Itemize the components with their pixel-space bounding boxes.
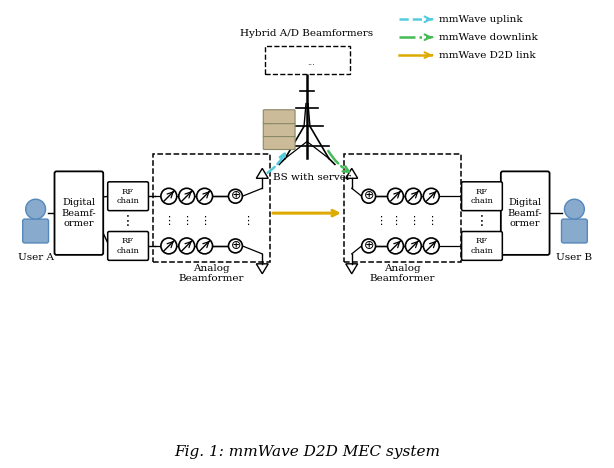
Text: RF
chain: RF chain	[470, 237, 494, 255]
Text: ⋮: ⋮	[121, 214, 135, 228]
FancyBboxPatch shape	[561, 219, 588, 243]
Text: RF
chain: RF chain	[117, 188, 139, 205]
Circle shape	[228, 189, 243, 203]
FancyBboxPatch shape	[107, 182, 149, 211]
Circle shape	[161, 238, 177, 254]
Text: ⋮: ⋮	[199, 216, 210, 226]
Circle shape	[228, 239, 243, 253]
FancyBboxPatch shape	[462, 182, 502, 211]
Text: $\oplus$: $\oplus$	[363, 189, 375, 202]
Text: ⋮: ⋮	[375, 216, 386, 226]
FancyBboxPatch shape	[263, 136, 295, 149]
Text: ⋮: ⋮	[163, 216, 174, 226]
Circle shape	[423, 238, 439, 254]
Text: User A: User A	[18, 253, 53, 262]
Bar	[265, 46, 350, 74]
FancyBboxPatch shape	[107, 232, 149, 260]
Text: RF
chain: RF chain	[470, 188, 494, 205]
Text: Analog
Beamformer: Analog Beamformer	[370, 264, 435, 284]
Text: User B: User B	[556, 253, 593, 262]
Text: $\oplus$: $\oplus$	[230, 189, 241, 202]
Circle shape	[405, 188, 421, 204]
Text: mmWave uplink: mmWave uplink	[439, 15, 523, 24]
Circle shape	[405, 238, 421, 254]
Text: ⋮: ⋮	[242, 216, 253, 226]
Text: RF
chain: RF chain	[117, 237, 139, 255]
Text: mmWave D2D link: mmWave D2D link	[439, 51, 536, 59]
Circle shape	[387, 188, 403, 204]
Text: ⋮: ⋮	[181, 216, 192, 226]
Circle shape	[423, 188, 439, 204]
Text: ...: ...	[307, 58, 315, 66]
Text: $\oplus$: $\oplus$	[363, 239, 375, 252]
Circle shape	[564, 199, 585, 219]
FancyBboxPatch shape	[263, 123, 295, 137]
FancyBboxPatch shape	[462, 232, 502, 260]
Circle shape	[26, 199, 45, 219]
Text: ⋮: ⋮	[408, 216, 419, 226]
Text: ⋮: ⋮	[426, 216, 437, 226]
Text: $\oplus$: $\oplus$	[230, 239, 241, 252]
Circle shape	[179, 238, 195, 254]
FancyBboxPatch shape	[501, 171, 550, 255]
FancyBboxPatch shape	[23, 219, 49, 243]
Bar	[344, 154, 461, 262]
Text: Analog
Beamformer: Analog Beamformer	[179, 264, 244, 284]
Text: Digital
Beamf-
ormer: Digital Beamf- ormer	[508, 198, 543, 228]
Circle shape	[362, 189, 376, 203]
Text: Digital
Beamf-
ormer: Digital Beamf- ormer	[61, 198, 96, 228]
Circle shape	[362, 239, 376, 253]
Text: BS with server: BS with server	[273, 173, 351, 183]
Text: ⋮: ⋮	[390, 216, 401, 226]
Circle shape	[179, 188, 195, 204]
Circle shape	[387, 238, 403, 254]
FancyBboxPatch shape	[263, 110, 295, 124]
Text: Hybrid A/D Beamformers: Hybrid A/D Beamformers	[241, 29, 373, 38]
Circle shape	[161, 188, 177, 204]
Circle shape	[196, 238, 212, 254]
Circle shape	[196, 188, 212, 204]
Bar	[153, 154, 270, 262]
FancyBboxPatch shape	[55, 171, 103, 255]
Text: ⋮: ⋮	[475, 214, 489, 228]
Text: Fig. 1: mmWave D2D MEC system: Fig. 1: mmWave D2D MEC system	[174, 445, 440, 459]
Text: mmWave downlink: mmWave downlink	[439, 33, 538, 42]
